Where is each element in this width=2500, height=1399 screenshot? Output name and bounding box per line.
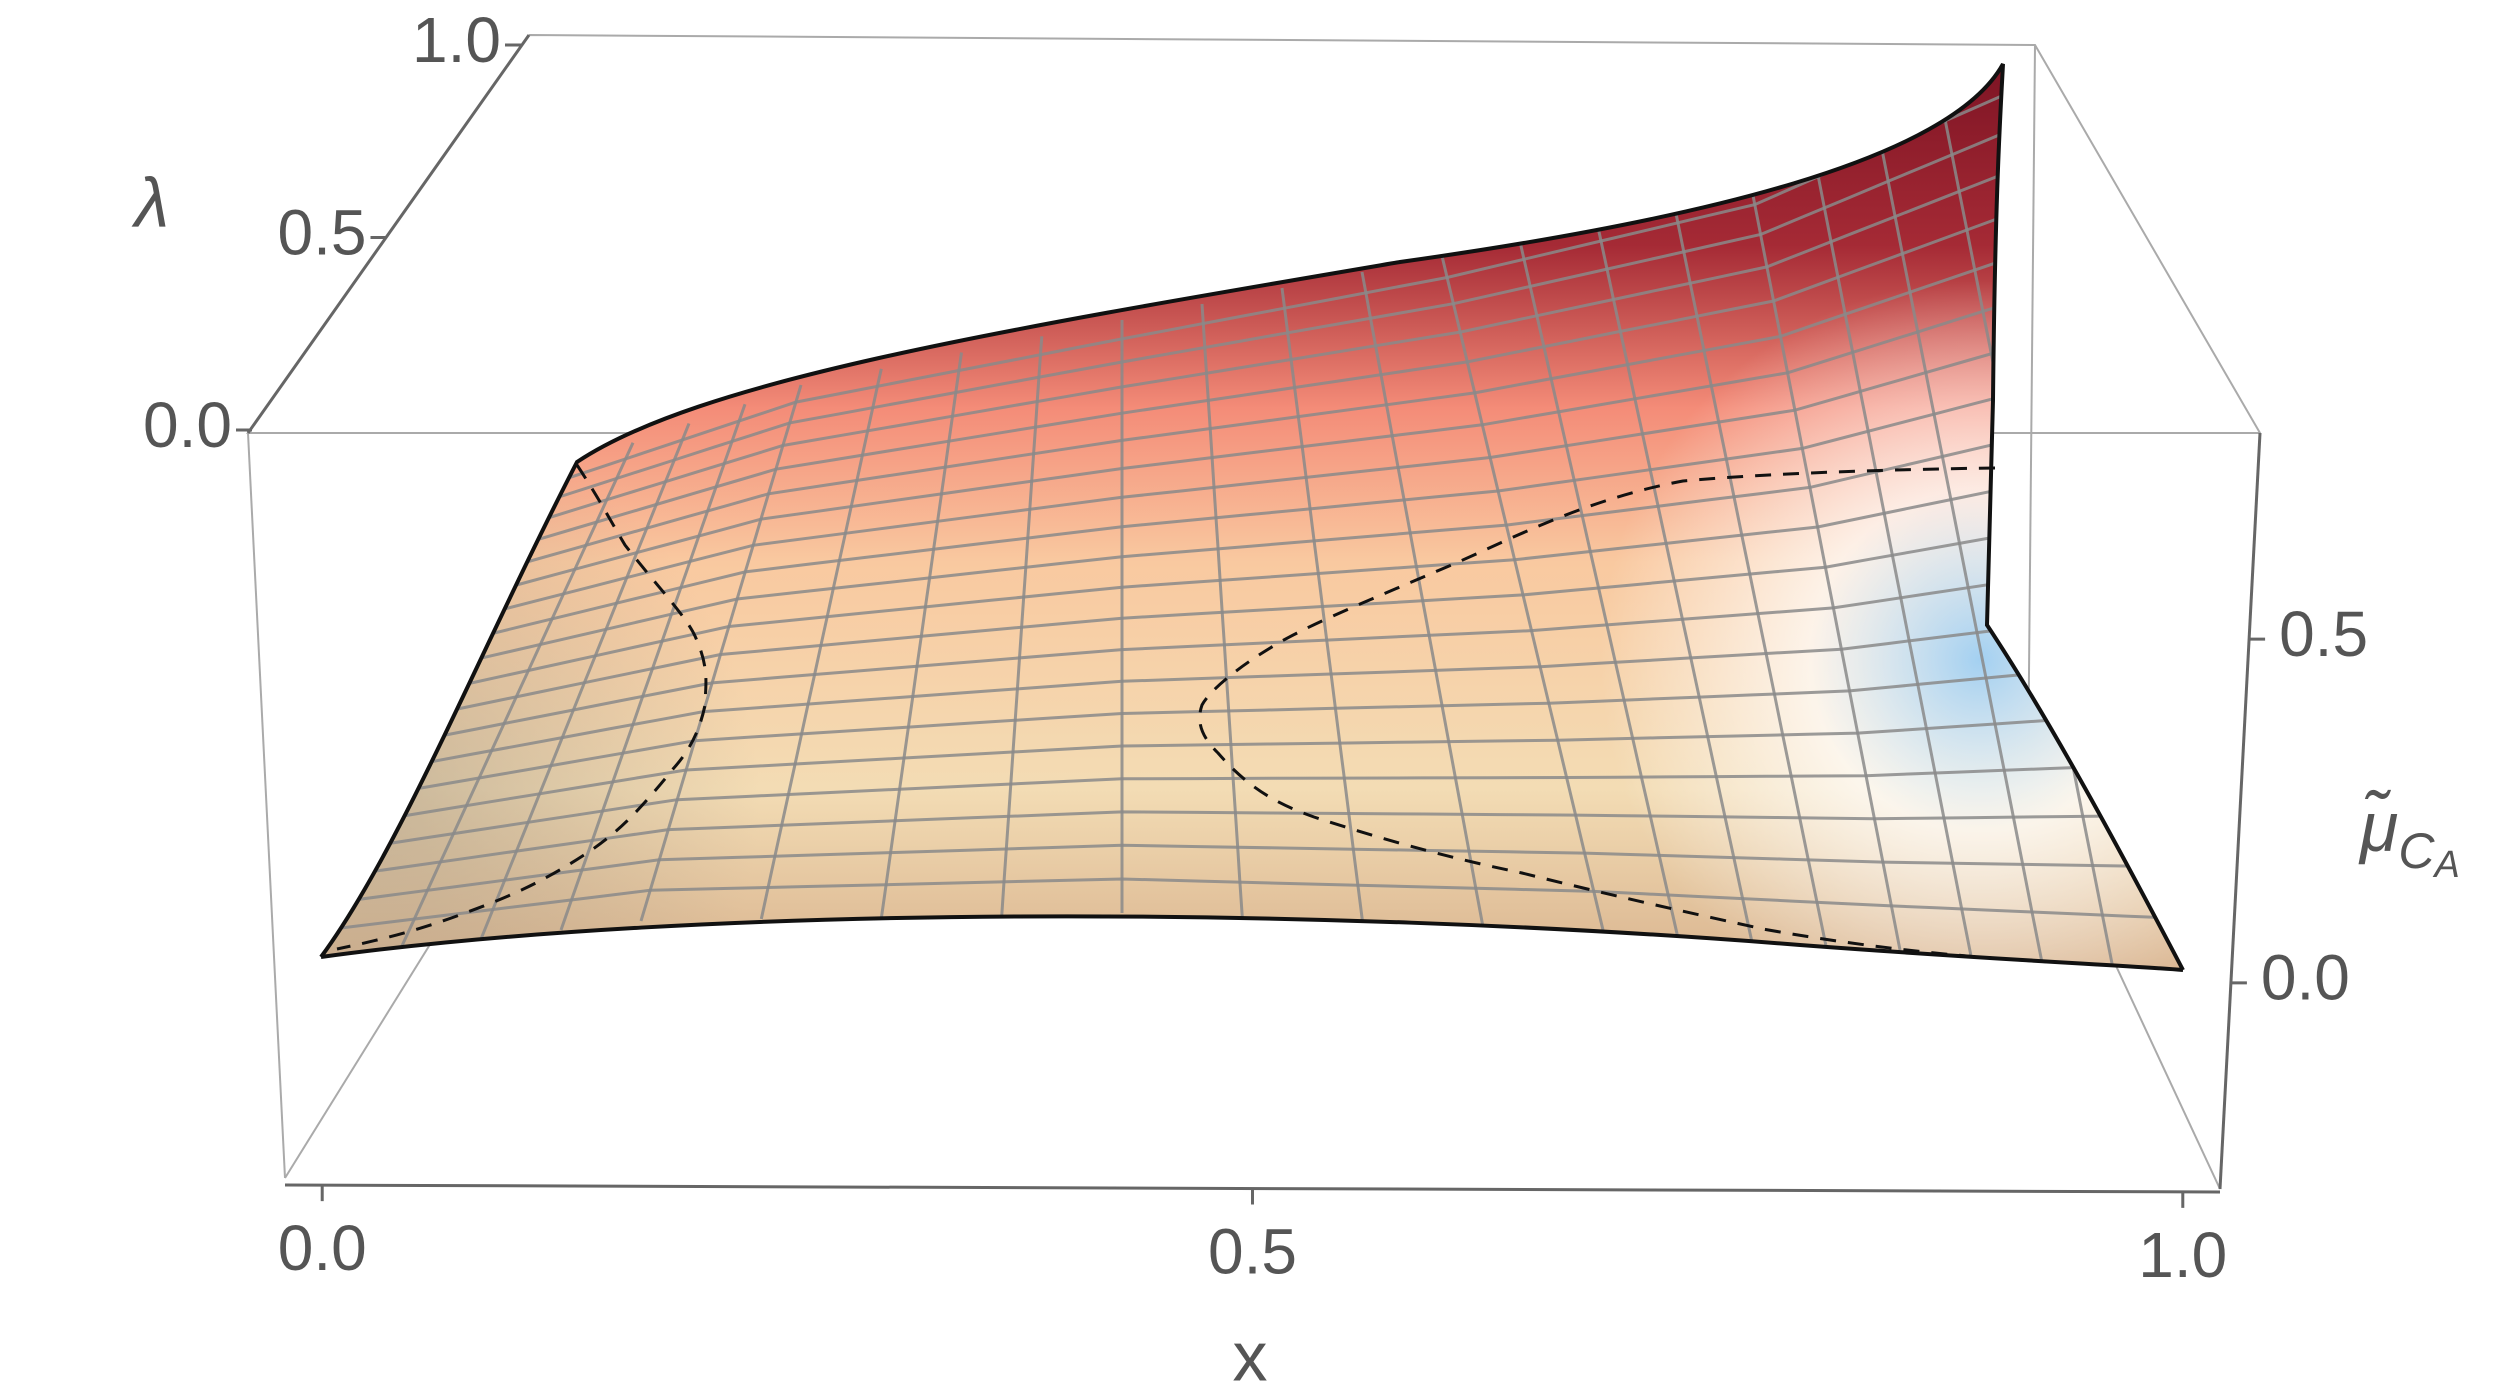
dashed-curve bbox=[1198, 466, 2052, 964]
mesh-line bbox=[536, 204, 2032, 542]
z-label-subsub: A bbox=[2432, 844, 2459, 886]
axes bbox=[236, 34, 2266, 1208]
mesh-line bbox=[392, 713, 2133, 820]
mesh-line bbox=[434, 566, 2104, 739]
z-axis bbox=[2218, 432, 2262, 1190]
mesh-line bbox=[420, 614, 2113, 766]
box-edge bbox=[2027, 44, 2036, 778]
x-tick-label: 1.0 bbox=[2138, 1219, 2227, 1291]
y-tick-label: 1.0 bbox=[412, 4, 501, 76]
y-tick-label: 0.5 bbox=[278, 196, 367, 268]
x-tick-label: 0.0 bbox=[278, 1212, 367, 1284]
x-axis-label: x bbox=[1233, 1317, 1268, 1395]
box-edge bbox=[247, 432, 286, 1179]
mesh-line bbox=[568, 91, 2010, 480]
x-tick-label: 0.5 bbox=[1208, 1215, 1297, 1287]
mesh-line bbox=[487, 378, 2067, 637]
z-axis-label: μ̃CA bbox=[2358, 788, 2460, 886]
y-axis-label: λ bbox=[131, 163, 169, 241]
dashed-curve bbox=[336, 464, 708, 951]
mesh-line bbox=[558, 126, 2017, 499]
y-tick-label: 0.0 bbox=[143, 389, 232, 461]
z-tick-label: 0.0 bbox=[2261, 942, 2350, 1014]
mesh-line bbox=[364, 810, 2153, 875]
z-label-main: μ̃ bbox=[2358, 788, 2398, 866]
mesh-line bbox=[350, 843, 2163, 902]
mesh-line bbox=[474, 424, 2076, 662]
mesh-line bbox=[378, 763, 2143, 847]
y-axis bbox=[246, 34, 531, 434]
mesh-line bbox=[512, 289, 2049, 588]
mesh bbox=[335, 91, 2173, 966]
mesh-line bbox=[406, 663, 2123, 792]
mesh-line bbox=[500, 333, 2058, 612]
mesh-line bbox=[547, 164, 2024, 520]
surface-outline bbox=[319, 63, 2185, 972]
mesh-line bbox=[524, 246, 2041, 564]
mesh-line bbox=[335, 877, 2173, 931]
mesh-line bbox=[461, 470, 2085, 687]
mesh-line bbox=[447, 518, 2094, 713]
z-label-sub: C bbox=[2398, 823, 2435, 879]
z-tick-label: 0.5 bbox=[2279, 598, 2368, 670]
